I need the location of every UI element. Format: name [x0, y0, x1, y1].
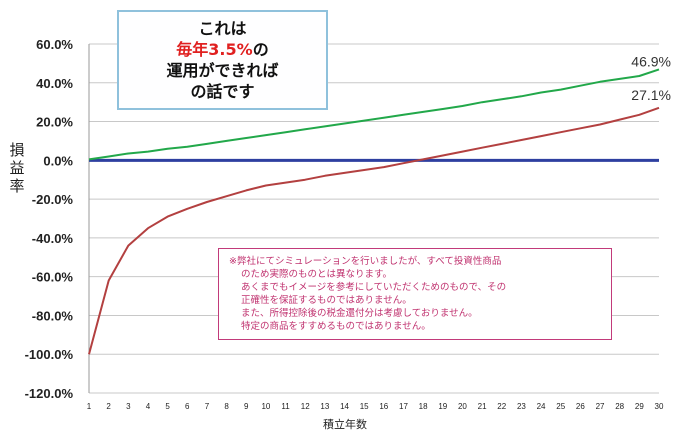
- disclaimer-line: ※弊社にてシミュレーションを行いましたが、すべて投資性商品: [229, 256, 502, 267]
- x-tick-label: 2: [106, 402, 111, 411]
- callout-line1: これは: [198, 19, 247, 38]
- y-tick-label: -100.0%: [25, 347, 74, 362]
- callout-box: これは 毎年3.5%の 運用ができれば の話です: [117, 10, 328, 110]
- y-tick-label: 20.0%: [36, 115, 73, 130]
- x-tick-label: 28: [615, 402, 624, 411]
- callout-highlight: 毎年3.5%: [176, 40, 253, 59]
- series-end-label: 46.9%: [631, 53, 671, 69]
- y-axis-label-char: 益: [9, 159, 24, 177]
- disclaimer-line: 特定の商品をすすめるものではありません。: [241, 321, 431, 332]
- x-tick-label: 5: [165, 402, 170, 411]
- y-tick-label: -60.0%: [32, 270, 74, 285]
- x-tick-label: 30: [655, 402, 664, 411]
- callout-line4: の話です: [190, 82, 255, 101]
- y-tick-label: -40.0%: [32, 231, 74, 246]
- disclaimer-line: のため実際のものとは異なります。: [241, 269, 393, 280]
- x-tick-label: 18: [419, 402, 428, 411]
- x-tick-label: 15: [360, 402, 369, 411]
- x-tick-label: 16: [379, 402, 388, 411]
- disclaimer-line: また、所得控除後の税金還付分は考慮しておりません。: [241, 308, 478, 319]
- x-axis-label: 積立年数: [323, 417, 367, 431]
- x-tick-label: 20: [458, 402, 467, 411]
- x-tick-label: 26: [576, 402, 585, 411]
- disclaimer-box: ※弊社にてシミュレーションを行いましたが、すべて投資性商品 のため実際のものとは…: [218, 248, 612, 340]
- x-tick-label: 19: [438, 402, 447, 411]
- x-tick-label: 3: [126, 402, 131, 411]
- x-axis-tick-labels: 1 2 3 4 5 6 7 8 9 10 11 12 13 14 15 16 17 18 19 20 21 22 23 24 2…: [87, 402, 664, 411]
- series-line-0: [88, 68, 660, 161]
- y-tick-label: 40.0%: [36, 76, 73, 91]
- series-end-label: 27.1%: [631, 87, 671, 103]
- x-tick-label: 27: [596, 402, 605, 411]
- x-tick-label: 17: [399, 402, 408, 411]
- x-tick-label: 11: [281, 402, 290, 411]
- x-tick-label: 23: [517, 402, 526, 411]
- y-axis-label-char: 損: [9, 141, 24, 159]
- y-tick-label: 0.0%: [43, 153, 73, 168]
- x-tick-label: 6: [185, 402, 190, 411]
- series-end-labels: 46.9% 27.1%: [631, 53, 671, 102]
- x-tick-label: 4: [146, 402, 151, 411]
- series-line-1: [88, 106, 660, 355]
- chart-series: [88, 68, 660, 355]
- x-tick-label: 29: [635, 402, 644, 411]
- y-tick-label: -80.0%: [32, 308, 74, 323]
- x-tick-label: 13: [320, 402, 329, 411]
- disclaimer-line: あくまでもイメージを参考にしていただくためのもので、その: [241, 282, 507, 293]
- x-tick-label: 10: [261, 402, 270, 411]
- x-tick-label: 24: [537, 402, 546, 411]
- y-axis-label-char: 率: [9, 177, 24, 195]
- x-tick-label: 9: [244, 402, 249, 411]
- x-tick-label: 14: [340, 402, 349, 411]
- x-tick-label: 12: [301, 402, 310, 411]
- x-tick-label: 25: [556, 402, 565, 411]
- x-tick-label: 7: [205, 402, 210, 411]
- y-axis-label: 損益率: [9, 141, 24, 195]
- callout-line2-wrap: 毎年3.5%の: [176, 39, 268, 60]
- y-tick-label: -20.0%: [32, 192, 74, 207]
- callout-line2-suffix: の: [252, 40, 269, 59]
- y-axis-tick-labels: 60.0% 40.0% 20.0% 0.0% -20.0% -40.0% -60.0% -80…: [25, 37, 74, 401]
- x-tick-label: 8: [224, 402, 229, 411]
- x-tick-label: 1: [87, 402, 92, 411]
- y-tick-label: 60.0%: [36, 37, 73, 52]
- callout-line3: 運用ができれば: [166, 61, 279, 80]
- disclaimer-line: 正確性を保証するものではありません。: [241, 295, 412, 306]
- x-tick-label: 22: [497, 402, 506, 411]
- y-tick-label: -120.0%: [25, 386, 74, 401]
- x-tick-label: 21: [478, 402, 487, 411]
